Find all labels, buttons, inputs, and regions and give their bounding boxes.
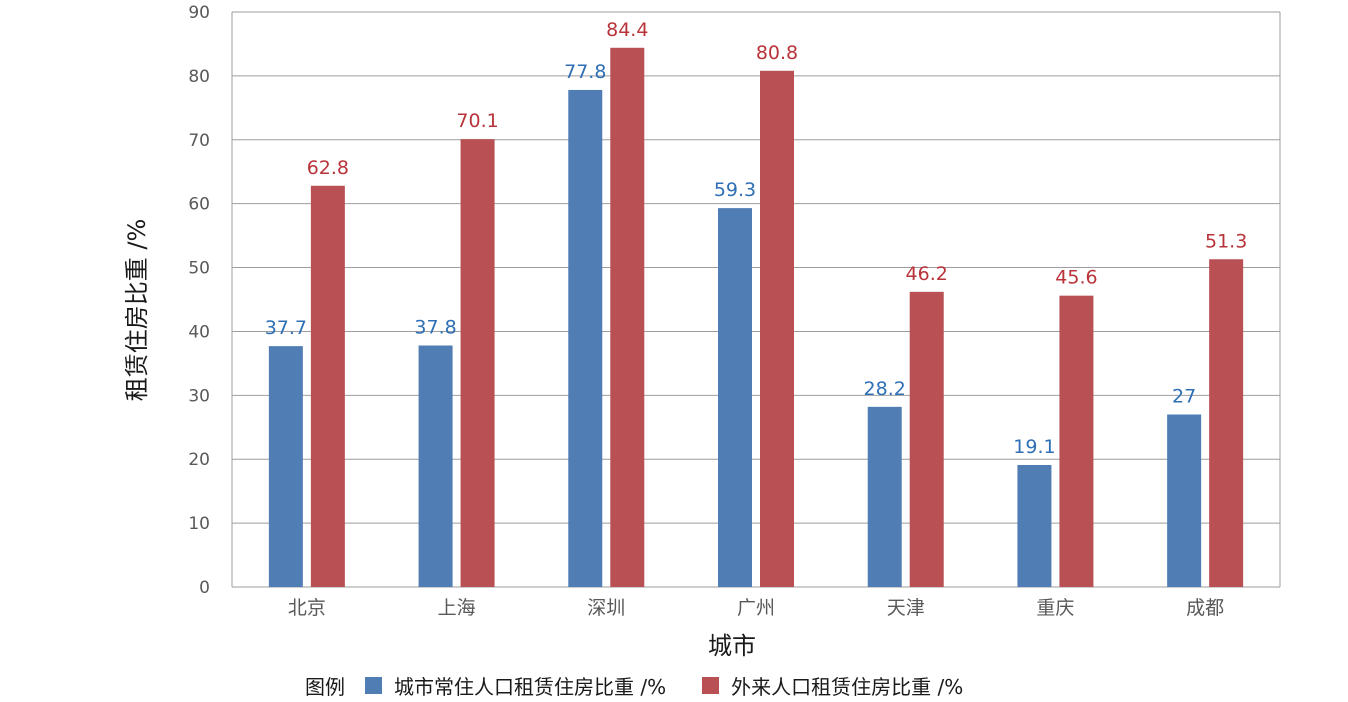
y-tick-label: 80 xyxy=(188,67,210,87)
bar xyxy=(610,47,645,588)
data-label: 37.7 xyxy=(265,317,307,339)
data-label: 46.2 xyxy=(906,263,948,285)
bar xyxy=(310,185,345,587)
data-label: 80.8 xyxy=(756,42,798,64)
data-label: 77.8 xyxy=(564,61,606,83)
x-tick-label: 广州 xyxy=(737,597,775,619)
data-label: 19.1 xyxy=(1013,436,1055,458)
gridlines xyxy=(231,11,1281,588)
data-label: 28.2 xyxy=(864,378,906,400)
y-tick-label: 70 xyxy=(188,131,210,151)
bar xyxy=(760,70,794,588)
y-tick-label: 10 xyxy=(188,514,210,534)
bar xyxy=(460,139,495,587)
bar xyxy=(1017,464,1052,587)
y-axis-ticks: 0 10 20 30 40 50 60 70 80 90 xyxy=(188,3,210,598)
data-label: 84.4 xyxy=(606,19,648,41)
data-label: 70.1 xyxy=(456,110,498,132)
legend-title: 图例 xyxy=(305,674,345,699)
bars xyxy=(268,47,1244,588)
legend-item-migrant: 外来人口租赁住房比重 /% xyxy=(702,671,963,700)
legend-swatch-migrant xyxy=(702,676,720,694)
x-tick-label: 深圳 xyxy=(587,597,625,619)
y-tick-label: 50 xyxy=(188,259,210,279)
x-axis-categories: 北京 上海 深圳 广州 天津 重庆 成都 xyxy=(288,597,1224,619)
x-tick-label: 成都 xyxy=(1186,597,1224,619)
y-tick-label: 60 xyxy=(188,195,210,215)
y-tick-label: 20 xyxy=(188,450,210,470)
y-tick-label: 0 xyxy=(199,578,210,598)
data-labels: 37.7 62.8 37.8 70.1 77.884.4 59.3 80.8 28.2 46.2… xyxy=(265,19,1248,458)
y-tick-label: 40 xyxy=(188,322,210,342)
y-tick-label: 30 xyxy=(188,386,210,406)
bar xyxy=(568,89,603,587)
bar xyxy=(1209,259,1244,587)
y-tick-label: 90 xyxy=(188,3,210,23)
x-tick-label: 重庆 xyxy=(1036,597,1074,619)
legend-item-resident: 城市常住人口租赁住房比重 /% xyxy=(365,671,666,700)
legend-swatch-resident xyxy=(365,676,382,694)
bar-chart: 0 10 20 30 40 50 60 70 80 90 37.7 62.8 37.8 70.1 77.8… xyxy=(123,3,1281,660)
bar xyxy=(1167,414,1202,587)
data-label: 45.6 xyxy=(1055,267,1097,289)
data-label: 51.3 xyxy=(1205,230,1247,252)
data-label: 37.8 xyxy=(414,317,456,339)
x-tick-label: 天津 xyxy=(887,597,925,619)
bar xyxy=(418,345,453,587)
y-axis-title: 租赁住房比重 /% xyxy=(123,219,151,402)
bar xyxy=(268,346,303,587)
x-axis-title: 城市 xyxy=(708,632,756,660)
data-label: 59.3 xyxy=(714,179,756,201)
legend-label-resident: 城市常住人口租赁住房比重 /% xyxy=(394,674,667,699)
legend-label-migrant: 外来人口租赁住房比重 /% xyxy=(731,674,964,699)
x-tick-label: 北京 xyxy=(288,597,326,619)
bar xyxy=(1059,295,1094,587)
bar xyxy=(867,406,902,587)
data-label: 62.8 xyxy=(307,157,349,179)
data-label: 27 xyxy=(1172,386,1196,408)
x-tick-label: 上海 xyxy=(438,597,476,619)
bar xyxy=(718,208,752,587)
legend: 图例 城市常住人口租赁住房比重 /% 外来人口租赁住房比重 /% xyxy=(305,668,999,702)
bar xyxy=(909,291,944,587)
